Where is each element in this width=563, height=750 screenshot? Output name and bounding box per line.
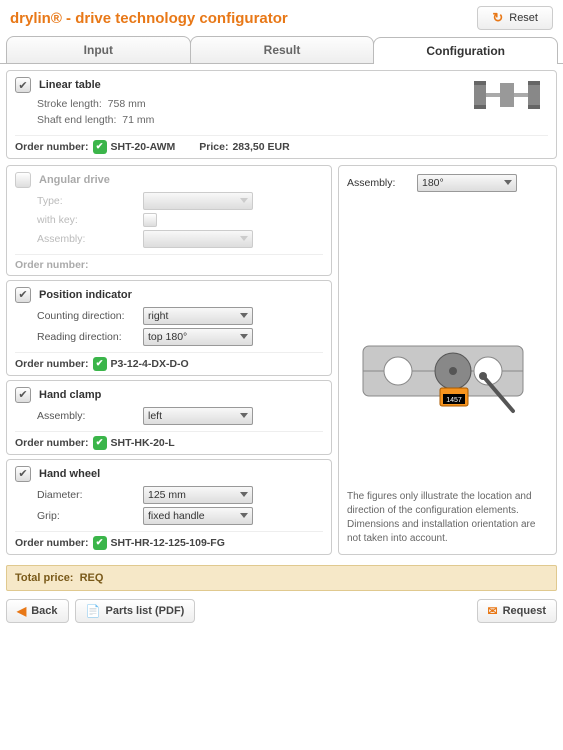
hc-assembly-select[interactable]: left [143,407,253,425]
back-icon: ◀ [17,604,26,618]
hw-diameter-value: 125 mm [148,489,186,501]
pi-reading-select[interactable]: top 180° [143,328,253,346]
pi-order-value: P3-12-4-DX-D-O [111,358,189,370]
hc-assembly-value: left [148,410,162,422]
price-value: 283,50 EUR [232,141,289,153]
hw-grip-value: fixed handle [148,510,205,522]
rp-assembly-label: Assembly: [347,177,407,189]
ad-assembly-select[interactable] [143,230,253,248]
panel-hand-wheel: Hand wheel Diameter: 125 mm Grip: fixed … [6,459,332,555]
pi-counting-value: right [148,310,168,322]
linear-order-value: SHT-20-AWM [111,141,176,153]
page-title: drylin® - drive technology configurator [10,10,288,27]
back-button[interactable]: ◀ Back [6,599,69,623]
total-price-bar: Total price: REQ [6,565,557,591]
linear-table-checkbox[interactable] [15,77,31,93]
hw-diameter-select[interactable]: 125 mm [143,486,253,504]
ad-assembly-label: Assembly: [37,233,137,245]
hw-order-label: Order number: [15,537,89,549]
panel-hand-clamp: Hand clamp Assembly: left Order number: … [6,380,332,455]
hand-wheel-title: Hand wheel [39,468,100,480]
pi-counting-label: Counting direction: [37,310,137,322]
svg-text:1457: 1457 [446,397,462,404]
parts-list-button[interactable]: 📄 Parts list (PDF) [75,599,196,623]
hand-clamp-title: Hand clamp [39,389,101,401]
check-badge-icon [93,357,107,371]
hw-order-value: SHT-HR-12-125-109-FG [111,537,225,549]
pi-counting-select[interactable]: right [143,307,253,325]
reset-label: Reset [509,12,538,24]
assembly-preview-panel: Assembly: 180° 1457 The figures only ill… [338,165,557,555]
panel-position-indicator: Position indicator Counting direction: r… [6,280,332,376]
shaft-value: 71 mm [122,114,154,126]
hw-grip-select[interactable]: fixed handle [143,507,253,525]
reset-button[interactable]: ↻ Reset [477,6,553,30]
ad-order-label: Order number: [15,259,89,271]
ad-withkey-checkbox[interactable] [143,213,157,227]
position-indicator-title: Position indicator [39,289,132,301]
position-indicator-checkbox[interactable] [15,287,31,303]
panel-linear-table: Linear table Stroke length: 758 mm Shaft… [6,70,557,159]
hw-diameter-label: Diameter: [37,489,137,501]
hc-order-label: Order number: [15,437,89,449]
tab-configuration[interactable]: Configuration [373,37,558,64]
pi-reading-value: top 180° [148,331,187,343]
linear-table-thumb [472,75,542,115]
pi-reading-label: Reading direction: [37,331,137,343]
rp-assembly-select[interactable]: 180° [417,174,517,192]
ad-type-select[interactable] [143,192,253,210]
assembly-diagram: 1457 [347,272,548,470]
diagram-note: The figures only illustrate the location… [347,490,547,546]
stroke-value: 758 mm [108,98,146,110]
ad-type-label: Type: [37,195,137,207]
back-label: Back [31,605,57,617]
panel-angular-drive: Angular drive Type: with key: Assembly: … [6,165,332,276]
check-badge-icon [93,140,107,154]
total-value: REQ [80,572,104,584]
pdf-icon: 📄 [86,604,101,618]
check-badge-icon [93,536,107,550]
hand-clamp-checkbox[interactable] [15,387,31,403]
linear-order-label: Order number: [15,141,89,153]
angular-drive-checkbox[interactable] [15,172,31,188]
reset-icon: ↻ [492,10,503,26]
parts-label: Parts list (PDF) [105,605,184,617]
tab-result[interactable]: Result [190,36,375,63]
total-label: Total price: [15,572,73,584]
ad-withkey-label: with key: [37,214,137,226]
hand-wheel-checkbox[interactable] [15,466,31,482]
request-button[interactable]: ✉ Request [477,599,557,623]
stroke-label: Stroke length: [37,98,102,110]
check-badge-icon [93,436,107,450]
angular-drive-title: Angular drive [39,174,110,186]
price-label: Price: [199,141,228,153]
linear-table-title: Linear table [39,79,101,91]
tab-input[interactable]: Input [6,36,191,63]
hc-assembly-label: Assembly: [37,410,137,422]
hw-grip-label: Grip: [37,510,137,522]
request-label: Request [503,605,546,617]
pi-order-label: Order number: [15,358,89,370]
shaft-label: Shaft end length: [37,114,116,126]
mail-icon: ✉ [488,604,498,618]
hc-order-value: SHT-HK-20-L [111,437,175,449]
rp-assembly-value: 180° [422,177,444,189]
